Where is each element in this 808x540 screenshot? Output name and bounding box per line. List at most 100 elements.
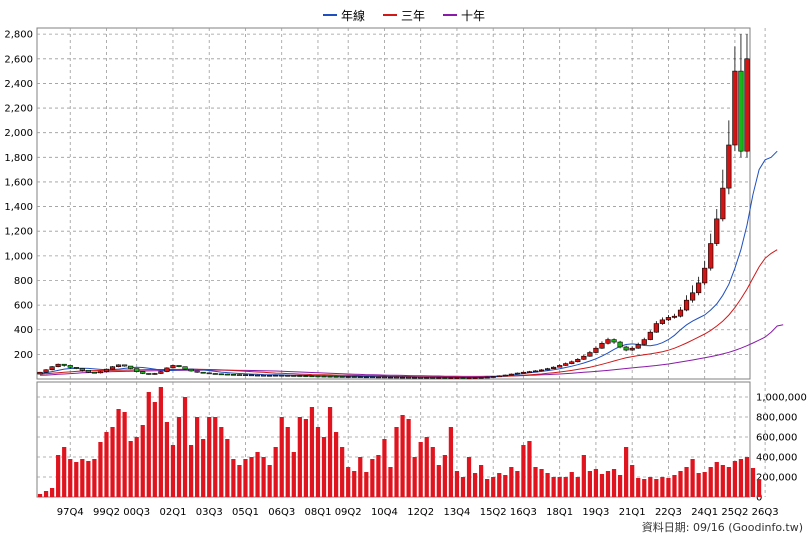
volume-tick-label: 0	[756, 493, 762, 504]
volume-bar	[195, 417, 200, 497]
volume-bar	[279, 417, 284, 497]
volume-bar	[243, 459, 248, 497]
volume-tick-label: 600,000	[756, 433, 797, 444]
candle-body	[702, 267, 708, 284]
candle-body	[206, 372, 212, 375]
volume-bar	[98, 442, 103, 497]
legend-swatch-ma-10y	[443, 14, 457, 16]
volume-bar	[472, 473, 478, 497]
volume-bar	[412, 457, 417, 497]
x-tick-label: 97Q4	[57, 507, 84, 518]
volume-bar	[297, 417, 302, 497]
candle-body	[182, 366, 188, 370]
candle-body	[267, 375, 273, 377]
volume-bar	[714, 462, 719, 497]
volume-bar	[170, 445, 176, 497]
price-tick-label: 800	[14, 276, 33, 287]
candle-body	[460, 377, 466, 379]
volume-bar	[201, 439, 206, 497]
x-tick-label: 19Q3	[582, 507, 609, 518]
volume-bar	[672, 475, 677, 497]
volume-bar	[340, 447, 345, 497]
candle-body	[43, 369, 49, 373]
candle-body	[79, 368, 85, 371]
volume-bar	[92, 459, 97, 497]
volume-bar	[400, 415, 405, 497]
candle-body	[200, 371, 206, 374]
candle-body	[188, 368, 194, 372]
x-tick-label: 03Q3	[196, 507, 223, 518]
candle-body	[285, 375, 291, 377]
volume-bar	[521, 445, 526, 497]
legend-swatch-ma-year	[322, 14, 337, 16]
candle-body	[351, 376, 357, 378]
price-tick-label: 2,000	[4, 128, 33, 139]
legend-label-ma-10y: 十年	[461, 8, 486, 23]
volume-bar	[291, 452, 296, 497]
volume-bar	[267, 465, 272, 497]
volume-bar	[750, 468, 756, 497]
candle-body	[575, 358, 581, 363]
candle-body	[242, 374, 249, 376]
legend-item-ma-3y: 三年	[382, 6, 425, 24]
volume-bar	[333, 432, 339, 497]
volume-bar	[376, 455, 381, 497]
volume-bar	[116, 409, 121, 497]
volume-bar	[690, 459, 695, 497]
volume-bar	[478, 465, 484, 497]
volume-bar	[49, 488, 55, 497]
candle-body	[273, 374, 279, 377]
volume-tick-label: 1,000,000	[756, 393, 807, 404]
candle-body	[158, 371, 164, 374]
volume-bar	[654, 479, 659, 497]
candle-body	[55, 363, 61, 367]
candle-body	[170, 365, 176, 369]
candle-body	[140, 371, 146, 374]
volume-bar	[756, 479, 762, 497]
price-tick-label: 200	[14, 350, 33, 361]
volume-tick-label: 800,000	[756, 413, 797, 424]
price-tick-label: 1,000	[4, 251, 33, 262]
candle-body	[134, 368, 140, 372]
volume-bar	[678, 471, 683, 497]
volume-bar	[62, 447, 67, 497]
candle-body	[85, 370, 91, 373]
legend-swatch-ma-3y	[382, 14, 397, 16]
x-tick-label: 24Q1	[691, 507, 718, 518]
volume-bar	[503, 475, 508, 497]
volume-bar	[104, 432, 109, 497]
volume-bar	[303, 419, 309, 497]
candle-body	[605, 339, 611, 344]
volume-bar	[563, 477, 568, 497]
candle-body	[230, 374, 236, 376]
candle-body	[212, 373, 218, 375]
volume-bar	[442, 455, 447, 497]
candle-body	[484, 376, 490, 379]
data-date-credit: 資料日期: 09/16 (Goodinfo.tw)	[642, 520, 803, 534]
volume-bar	[176, 417, 182, 497]
volume-bar	[273, 447, 278, 497]
candle-body	[67, 365, 73, 368]
volume-bar	[80, 459, 85, 497]
candle-body	[357, 376, 363, 378]
price-tick-label: 2,200	[4, 104, 33, 115]
candle-body	[641, 339, 647, 345]
volume-bar	[539, 469, 544, 497]
candle-body	[309, 375, 315, 378]
candle-body	[339, 376, 345, 378]
volume-bar	[237, 465, 242, 497]
volume-bar	[491, 477, 496, 497]
volume-bar	[370, 459, 375, 497]
candle-body	[37, 371, 43, 375]
volume-bar	[509, 467, 514, 497]
candle-body	[109, 366, 116, 370]
volume-bar	[388, 467, 393, 497]
legend-item-ma-10y: 十年	[443, 6, 485, 24]
candle-body	[260, 374, 267, 377]
candle-body	[369, 376, 375, 379]
volume-bar	[309, 407, 315, 497]
candle-body	[122, 364, 128, 367]
x-tick-label: 05Q1	[232, 507, 259, 518]
candle-body	[363, 376, 369, 379]
volume-bar	[466, 457, 472, 497]
